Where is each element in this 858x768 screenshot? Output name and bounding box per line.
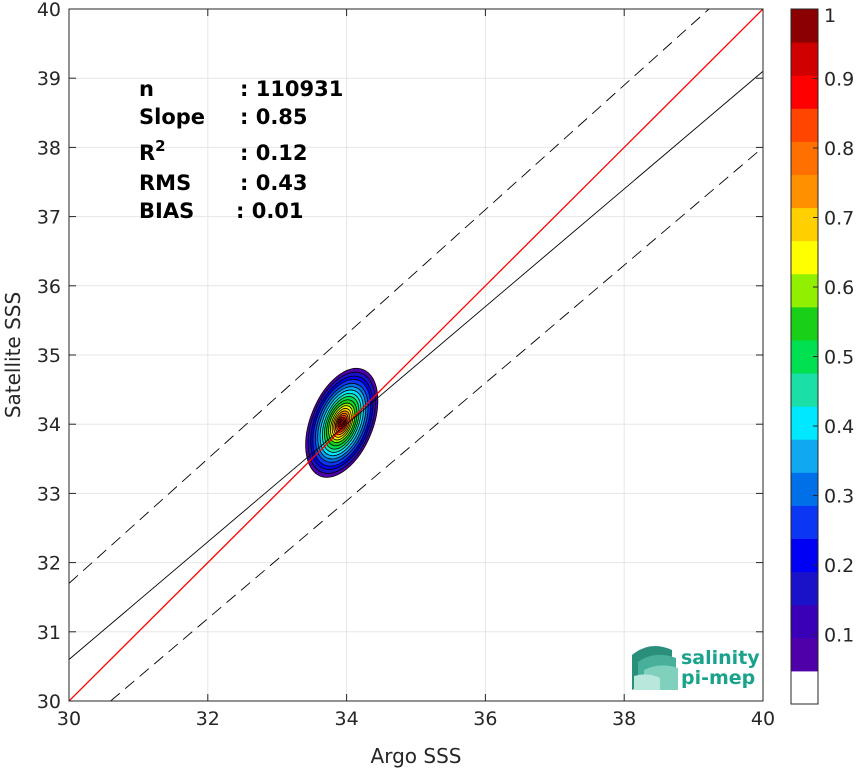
stat-value: : 0.12 [240, 141, 308, 165]
stat-label-sup: 2 [155, 137, 165, 155]
y-tick-label: 40 [37, 0, 61, 21]
colorbar-segment [791, 505, 818, 540]
colorbar-segment [791, 373, 818, 407]
stat-label: Slope [139, 105, 205, 129]
colorbar-tick-label: 0.8 [824, 138, 854, 160]
y-tick-label: 35 [37, 345, 61, 367]
colorbar-segment [791, 538, 818, 573]
colorbar-segment [791, 9, 818, 43]
pimep-logo: salinity pi-mep [632, 646, 760, 690]
reference-lines [69, 9, 763, 701]
colorbar-segment [791, 406, 818, 440]
colorbar-segment [791, 604, 818, 639]
colorbar-tick-label: 1 [824, 5, 836, 27]
y-tick-label: 31 [37, 622, 61, 644]
waves-icon [632, 646, 678, 690]
logo-line2: pi-mep [681, 667, 755, 689]
y-tick-label: 33 [37, 483, 61, 505]
colorbar-tick-label: 0.5 [824, 347, 854, 369]
colorbar-segment [791, 108, 818, 142]
density-contour [339, 420, 344, 426]
y-tick-label: 38 [37, 137, 61, 159]
stat-label: RMS [139, 171, 191, 195]
colorbar-tick-label: 0.3 [824, 486, 854, 508]
colorbar-segment [791, 273, 818, 308]
colorbar-segment [791, 207, 818, 242]
grid [68, 8, 764, 702]
y-tick-label: 30 [37, 691, 61, 713]
colorbar-tick-label: 0.9 [824, 69, 854, 91]
colorbar-tick-label: 0.6 [824, 277, 854, 299]
axis-ticks: 30 32 34 36 38 40 30 31 32 33 34 35 36 37 38 39 40 [37, 0, 775, 730]
colorbar-tick-label: 0.1 [824, 625, 854, 647]
stat-value: : 0.43 [240, 171, 308, 195]
regression-line [69, 70, 763, 660]
colorbar-segment [791, 240, 818, 275]
colorbar-tick-label: 0.7 [824, 208, 854, 230]
x-tick-label: 40 [751, 708, 775, 730]
upper-bound-line [69, 9, 710, 584]
logo-line1: salinity [681, 647, 760, 669]
stat-value: : 110931 [240, 77, 343, 101]
y-tick-label: 36 [37, 276, 61, 298]
colorbar-segment [791, 670, 818, 705]
x-tick-label: 38 [612, 708, 636, 730]
x-tick-label: 36 [473, 708, 497, 730]
lower-bound-line [110, 147, 763, 701]
x-tick-label: 34 [335, 708, 359, 730]
stat-value: : 0.01 [236, 199, 304, 223]
colorbar-segment [791, 141, 818, 175]
colorbar-segment [791, 472, 818, 506]
y-axis-label: Satellite SSS [1, 292, 25, 418]
y-tick-label: 37 [37, 207, 61, 229]
colorbar-segment [791, 306, 818, 341]
y-tick-label: 39 [37, 68, 61, 90]
colorbar-segment [791, 637, 818, 672]
stat-label: n [139, 77, 154, 101]
x-tick-label: 32 [196, 708, 220, 730]
x-axis-label: Argo SSS [371, 744, 462, 768]
colorbar-segment [791, 439, 818, 473]
colorbar-segment [791, 42, 818, 76]
colorbar-segment [791, 571, 818, 606]
colorbar-segment [791, 75, 818, 109]
x-tick-label: 30 [57, 708, 81, 730]
colorbar-segment [791, 174, 818, 209]
y-tick-label: 34 [37, 414, 61, 436]
density-contours [305, 367, 379, 478]
stat-label: BIAS [139, 199, 194, 223]
y-tick-label: 32 [37, 553, 61, 575]
colorbar-tick-label: 0.4 [824, 416, 854, 438]
stat-value: : 0.85 [240, 105, 308, 129]
identity-line [69, 9, 763, 701]
colorbar: 0.1 0.2 0.3 0.4 0.5 0.6 0.7 0.8 0.9 1 [790, 5, 854, 705]
colorbar-tick-label: 0.2 [824, 555, 854, 577]
